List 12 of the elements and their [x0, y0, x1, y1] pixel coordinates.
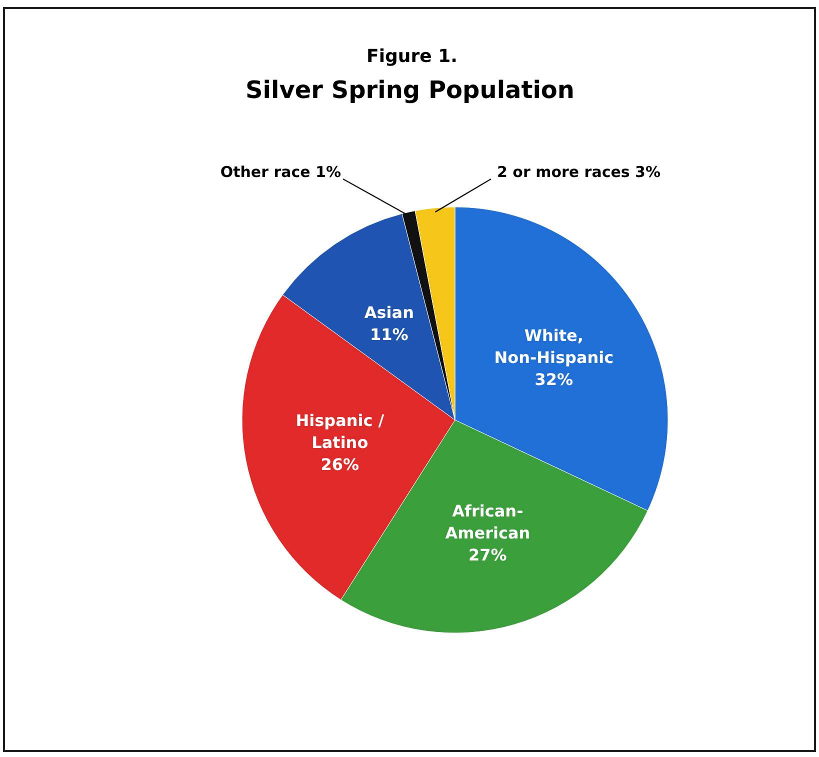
chart-subtitle: Figure 1.	[366, 46, 458, 67]
data-label: 11%	[370, 325, 408, 344]
data-label: 32%	[534, 370, 574, 390]
data-label: 26%	[320, 454, 360, 474]
data-label: 27%	[468, 546, 507, 564]
slice-label: Hispanic / Latino	[296, 410, 384, 452]
slice-label: African-American	[445, 502, 530, 542]
slice-label: Asian	[364, 303, 414, 322]
slice-label: 2 or more races 3%	[497, 163, 661, 181]
chart-title: Silver Spring Population	[245, 76, 575, 104]
slice-label: White, Non-Hispanic	[494, 326, 614, 368]
slice-label: Other race 1%	[220, 163, 341, 181]
